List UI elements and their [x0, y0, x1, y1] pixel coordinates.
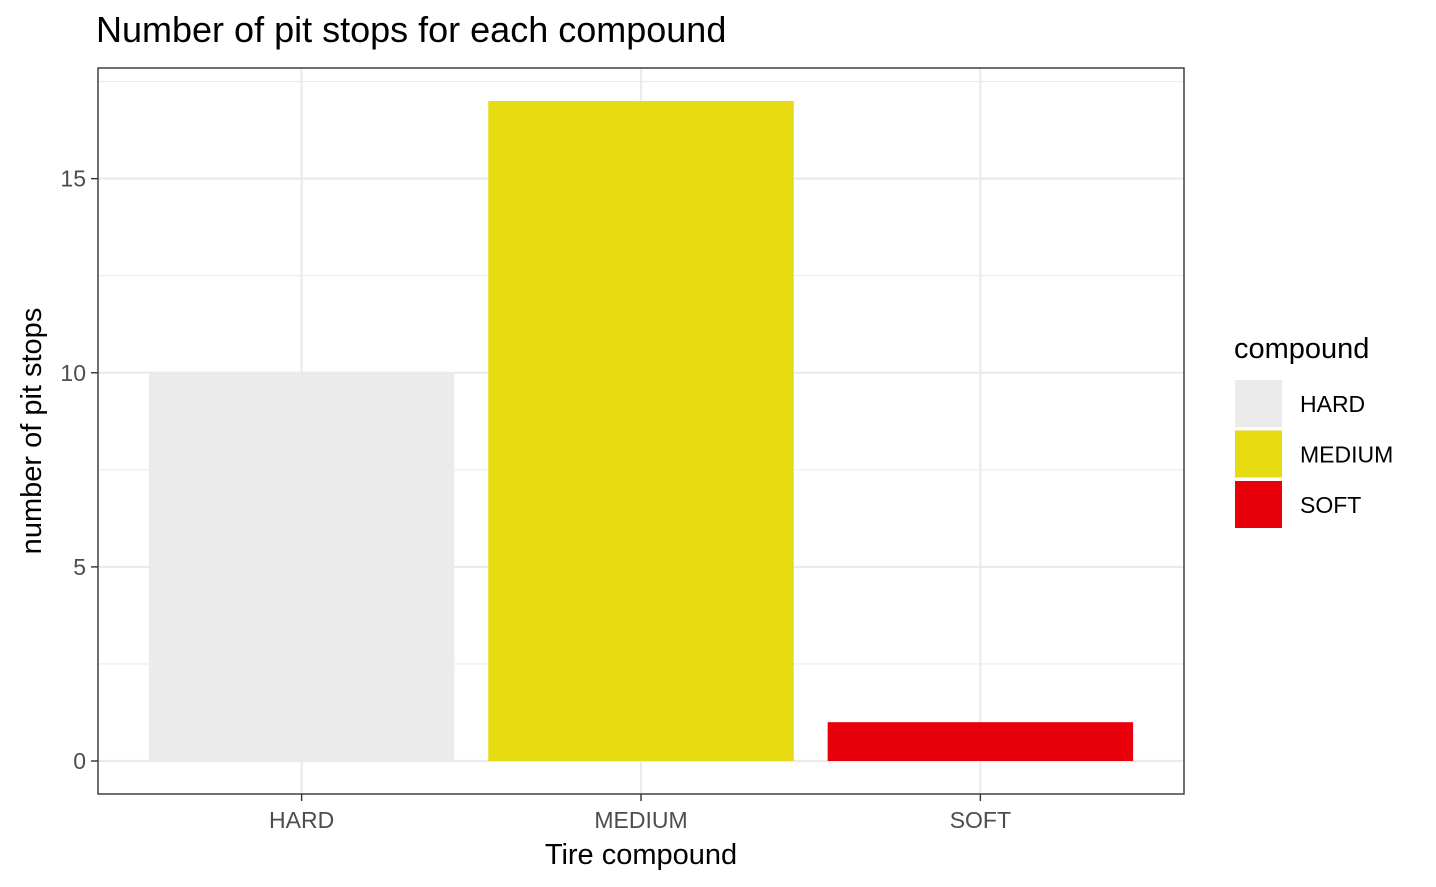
y-tick-label: 10 [60, 360, 86, 386]
legend-key-soft [1235, 481, 1282, 528]
bar-soft [827, 722, 1134, 761]
legend-label: MEDIUM [1300, 442, 1393, 468]
chart-title: Number of pit stops for each compound [96, 9, 726, 50]
legend-key-medium [1235, 430, 1282, 478]
y-tick-label: 15 [60, 166, 86, 192]
legend-label: SOFT [1300, 492, 1361, 518]
x-tick-label: HARD [269, 807, 334, 833]
y-axis: 0 5 10 15 [60, 166, 98, 774]
x-tick-label: MEDIUM [594, 807, 687, 833]
x-tick-label: SOFT [950, 807, 1011, 833]
bar-medium [488, 101, 794, 761]
x-axis: HARD MEDIUM SOFT [269, 794, 1011, 833]
bar-hard [148, 372, 455, 761]
legend: compound HARD MEDIUM SOFT [1234, 333, 1393, 528]
x-axis-title: Tire compound [545, 839, 737, 871]
legend-title: compound [1234, 333, 1369, 365]
bars [148, 101, 1134, 761]
y-tick-label: 5 [73, 554, 86, 580]
legend-label: HARD [1300, 391, 1365, 417]
y-tick-label: 0 [73, 748, 86, 774]
legend-key-hard [1235, 380, 1282, 427]
y-axis-title: number of pit stops [16, 308, 48, 555]
